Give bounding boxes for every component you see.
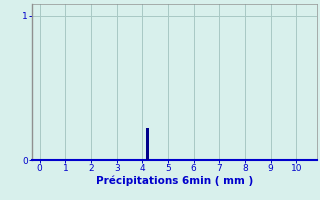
X-axis label: Précipitations 6min ( mm ): Précipitations 6min ( mm ): [96, 176, 253, 186]
Bar: [146, 128, 149, 160]
